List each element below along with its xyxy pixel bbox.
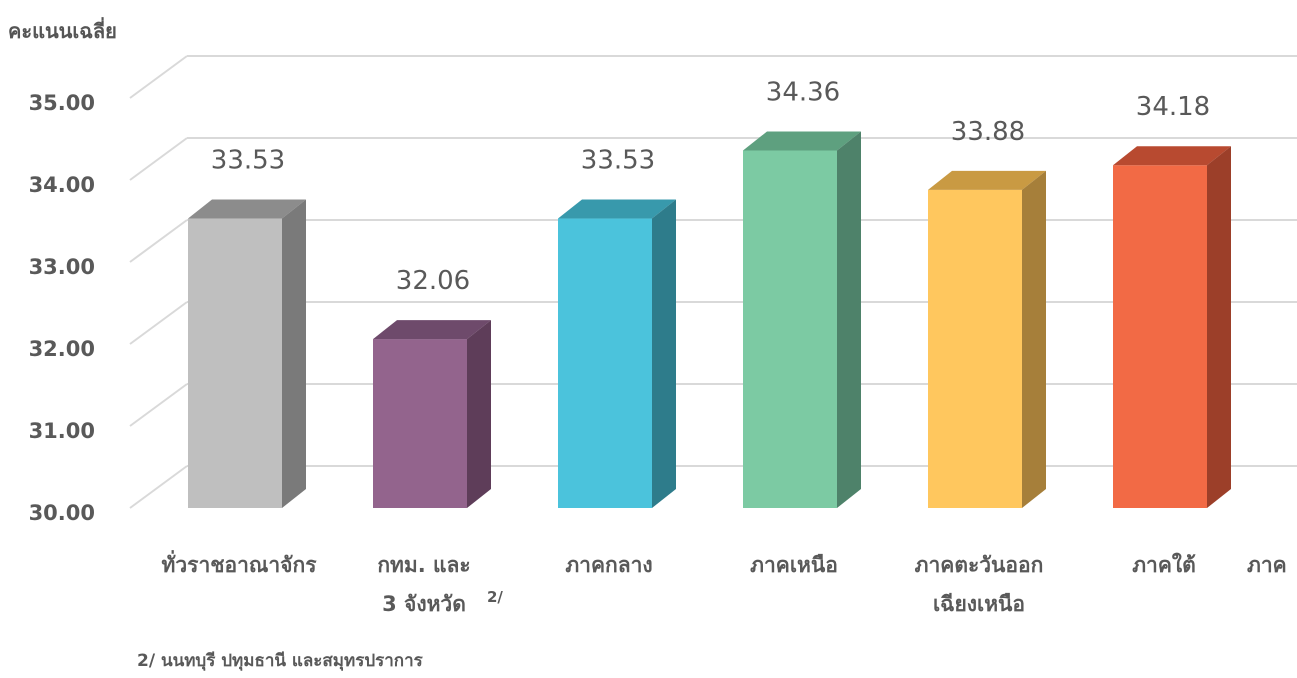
y-tick-label: 30.00 <box>29 501 95 525</box>
y-tick-label: 31.00 <box>29 419 95 443</box>
y-tick-label: 33.00 <box>29 255 95 279</box>
x-tick-label: ภาคตะวันออกเฉียงเหนือ <box>915 553 1044 616</box>
bar <box>1113 146 1231 508</box>
bar-front <box>743 150 837 508</box>
footnote: 2/ นนทบุรี ปทุมธานี และสมุทรปราการ <box>137 650 424 671</box>
data-label: 32.06 <box>396 266 470 296</box>
x-tick-label: ทั่วราชอาณาจักร <box>162 549 318 577</box>
gridline-diagonal <box>130 384 187 426</box>
x-tick-label: กทม. และ 3 จังหวัด <box>377 553 470 616</box>
gridline-diagonal <box>130 56 187 98</box>
data-label: 33.53 <box>211 146 285 176</box>
bar-front <box>928 190 1022 508</box>
bar-front <box>1113 165 1207 508</box>
x-tick-label: ภาคกลาง <box>565 553 652 577</box>
bar <box>558 200 676 508</box>
bar-side <box>467 320 491 508</box>
x-tick-label: ภาคใต้ <box>1132 552 1196 577</box>
x-axis-categories: ทั่วราชอาณาจักร กทม. และ 3 จังหวัด 2/ภาคกลา… <box>162 549 1196 616</box>
bar <box>743 131 861 508</box>
bar-front <box>188 219 282 508</box>
bar-side <box>837 131 861 508</box>
data-label: 34.18 <box>1136 92 1210 122</box>
bar-front <box>373 339 467 508</box>
gridline-diagonal <box>130 220 187 262</box>
bar <box>188 200 306 508</box>
bars <box>188 131 1231 508</box>
x-axis-title: ภาค <box>1247 553 1287 577</box>
data-label: 34.36 <box>766 77 840 107</box>
bar <box>373 320 491 508</box>
y-axis-ticks: 30.00 31.00 32.00 33.00 34.00 35.00 <box>29 91 95 525</box>
bar-side <box>282 200 306 508</box>
data-labels: 33.53 32.06 33.53 34.36 33.88 34.18 <box>211 77 1210 296</box>
y-tick-label: 34.00 <box>29 173 95 197</box>
y-tick-label: 32.00 <box>29 337 95 361</box>
bar-front <box>558 219 652 508</box>
bar <box>928 171 1046 508</box>
y-tick-label: 35.00 <box>29 91 95 115</box>
gridline-diagonal <box>130 138 187 180</box>
bar-side <box>1207 146 1231 508</box>
bar-side <box>1022 171 1046 508</box>
y-axis-title: คะแนนเฉลี่ย <box>8 16 117 43</box>
gridline-diagonal <box>130 466 187 508</box>
gridline-diagonal <box>130 302 187 344</box>
category-superscript: 2/ <box>487 588 503 606</box>
x-tick-label: ภาคเหนือ <box>750 553 838 577</box>
bar-side <box>652 200 676 508</box>
data-label: 33.53 <box>581 146 655 176</box>
data-label: 33.88 <box>951 117 1025 147</box>
